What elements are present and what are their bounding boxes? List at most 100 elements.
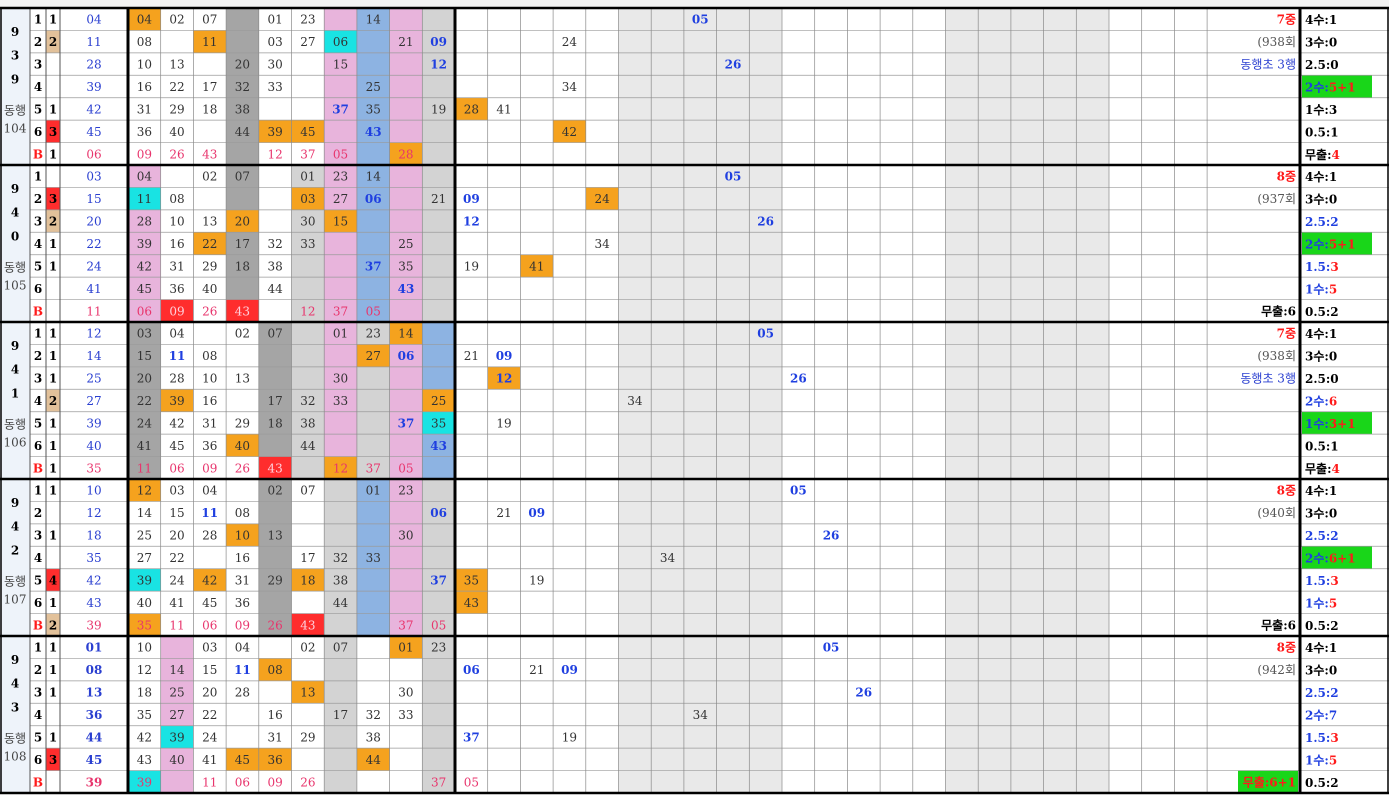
row-label: 4 <box>34 394 42 408</box>
row-label: 1 <box>34 170 42 184</box>
cell-number: 10 <box>202 372 217 386</box>
cell-number: 09 <box>528 506 545 520</box>
cell-number: 44 <box>235 125 251 139</box>
cell-number: 19 <box>431 102 446 116</box>
summary: 4수:1 <box>1305 170 1337 184</box>
cell-number: 33 <box>398 708 413 722</box>
row-count: 3 <box>49 125 57 139</box>
cell-number: 06 <box>333 35 348 49</box>
cell-number: 02 <box>300 641 315 655</box>
main-number: 08 <box>86 663 103 677</box>
row-count: 1 <box>49 259 57 273</box>
main-number: 18 <box>86 529 101 543</box>
row-label: 3 <box>34 58 42 72</box>
row-count: 1 <box>49 372 57 386</box>
cell-number: 39 <box>268 125 283 139</box>
cell-number: 36 <box>169 282 184 296</box>
cell-number: 19 <box>562 730 577 744</box>
cell-number: 21 <box>431 192 446 206</box>
cell-number: 40 <box>202 282 217 296</box>
main-number: 28 <box>86 58 101 72</box>
column-shade <box>324 479 357 636</box>
column-shade <box>389 479 423 636</box>
cell-number: 43 <box>202 147 217 161</box>
cell-bg <box>356 344 390 367</box>
row-label: 5 <box>34 259 42 273</box>
cell-number: 25 <box>169 686 184 700</box>
cell-number: 21 <box>464 349 479 363</box>
summary-part: 3 <box>1330 573 1338 587</box>
cell-bg <box>193 568 227 592</box>
round-sub: 동행 <box>4 417 26 432</box>
cell-bg <box>128 479 161 502</box>
summary: 1.5:3 <box>1305 573 1339 587</box>
round-num: 108 <box>4 750 27 764</box>
summary: 4수:1 <box>1305 484 1337 498</box>
row-label: 6 <box>34 439 42 453</box>
row-count: 1 <box>49 484 57 498</box>
summary-part: 1수: <box>1305 753 1329 767</box>
cell-number: 42 <box>137 259 152 273</box>
cell-number: 06 <box>365 192 382 206</box>
cell-number: 24 <box>595 192 611 206</box>
round-digit: 2 <box>11 543 19 557</box>
cell-number: 16 <box>137 80 152 94</box>
row-count: 1 <box>49 596 57 610</box>
cell-number: 23 <box>431 641 446 655</box>
cell-number: 15 <box>169 506 184 520</box>
row-count: 1 <box>49 641 57 655</box>
summary: 1.5:3 <box>1305 259 1339 273</box>
round-sub: 동행 <box>4 574 26 589</box>
row-count: 2 <box>49 618 57 632</box>
summary-part: 2.5:0 <box>1305 58 1339 72</box>
cell-bg <box>356 748 390 771</box>
summary: 무출:4 <box>1305 146 1340 161</box>
cell-number: 05 <box>366 304 381 318</box>
summary-part: 4수:1 <box>1305 170 1337 184</box>
cell-number: 29 <box>169 102 184 116</box>
main-number: 41 <box>86 282 101 296</box>
cell-number: 43 <box>398 282 415 296</box>
cell-number: 29 <box>235 416 250 430</box>
main-number: 43 <box>86 596 101 610</box>
main-number: 35 <box>86 461 101 475</box>
main-number: 42 <box>86 573 101 587</box>
summary-part: 5 <box>1329 596 1337 610</box>
row-label: B <box>33 618 43 632</box>
cell-number: 03 <box>169 484 184 498</box>
cell-number: 34 <box>595 237 611 251</box>
cell-number: 14 <box>366 13 382 27</box>
main-number: 12 <box>86 506 101 520</box>
cell-number: 11 <box>201 506 218 520</box>
cell-number: 16 <box>169 237 184 251</box>
column-group-bg <box>945 165 1109 322</box>
cell-number: 09 <box>202 461 217 475</box>
summary: 무출:4 <box>1305 460 1340 475</box>
cell-bg <box>291 613 325 636</box>
cell-number: 39 <box>169 394 184 408</box>
cell-number: 29 <box>202 259 217 273</box>
cell-number: 37 <box>333 304 348 318</box>
cell-number: 09 <box>430 35 447 49</box>
count-bg <box>46 209 60 233</box>
cell-number: 07 <box>333 641 348 655</box>
cell-number: 24 <box>562 35 578 49</box>
cell-number: 35 <box>431 416 446 430</box>
summary-part: 무출: <box>1305 460 1332 475</box>
cell-number: 31 <box>202 416 217 430</box>
cell-bg <box>160 389 194 412</box>
cell-number: 01 <box>268 13 283 27</box>
cell-number: 09 <box>137 147 152 161</box>
main-number: 44 <box>86 730 103 744</box>
cell-number: 27 <box>169 708 184 722</box>
summary-part: 0.5:1 <box>1305 439 1339 453</box>
row-count: 1 <box>49 529 57 543</box>
summary: 2수:6 <box>1305 394 1337 408</box>
row-label: 5 <box>34 573 42 587</box>
cell-number: 37 <box>431 775 446 789</box>
cell-number: 04 <box>235 641 251 655</box>
summary: 4수:1 <box>1305 641 1337 655</box>
cell-number: 27 <box>333 192 348 206</box>
cell-bg <box>389 142 423 165</box>
